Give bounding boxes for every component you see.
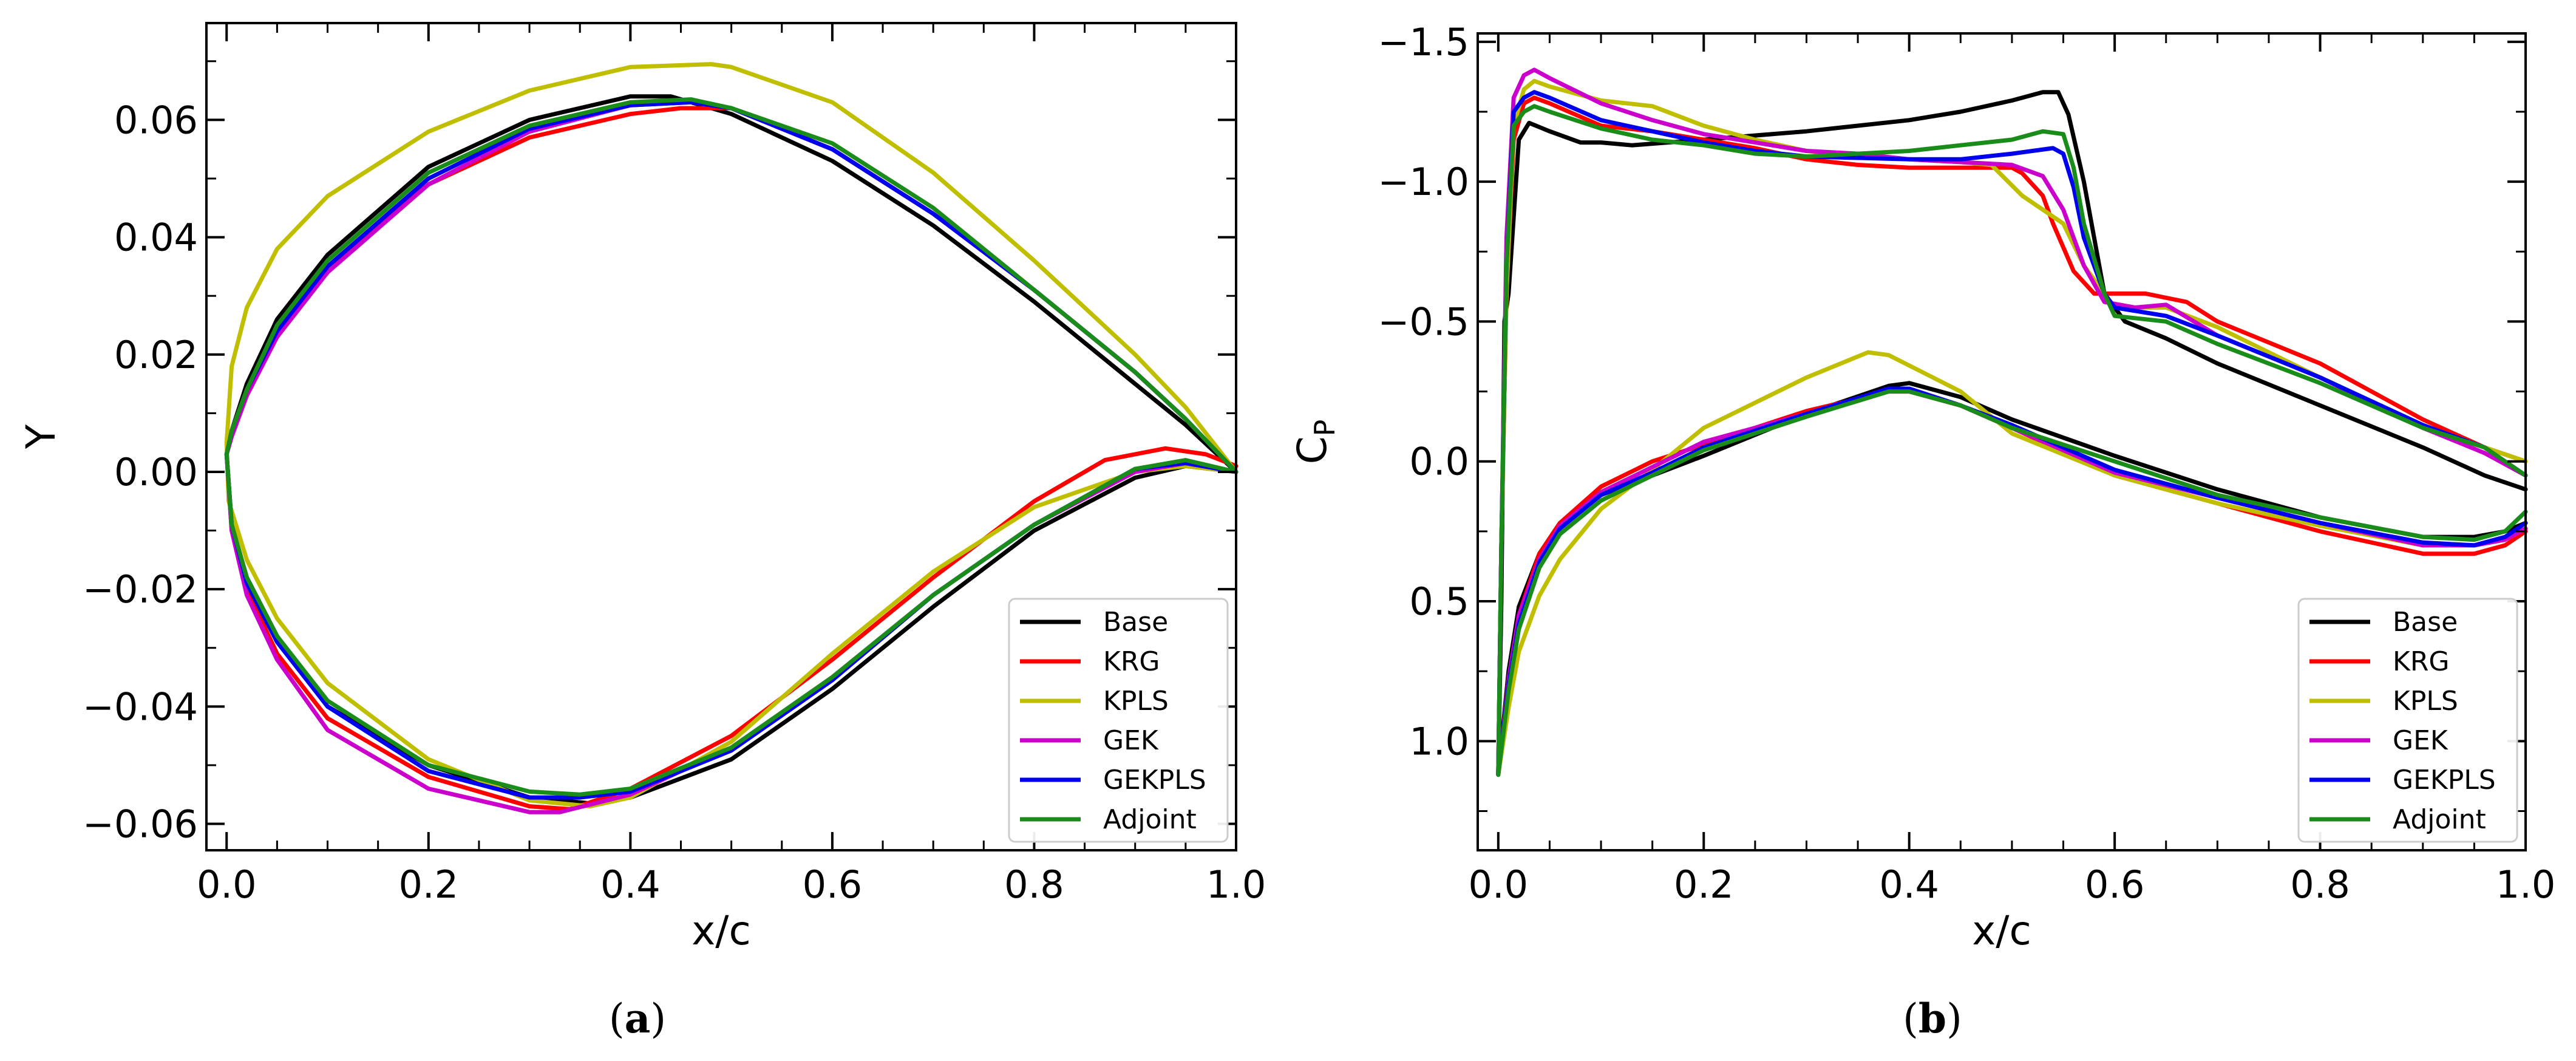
panel-b-ylabel-main: C bbox=[1289, 436, 1336, 464]
panel-a-legend-label-gekpls: GEKPLS bbox=[1103, 765, 1206, 796]
panel-b-legend-label-krg: KRG bbox=[2393, 646, 2450, 677]
panel-b-ytick-label: −0.5 bbox=[1378, 299, 1469, 344]
panel-a-ytick-label: 0.04 bbox=[114, 216, 198, 260]
panel-b-ytick-label: 1.0 bbox=[1409, 719, 1469, 763]
panel-a-caption-letter: a bbox=[625, 995, 651, 1042]
panel-a-ytick-label: 0.06 bbox=[114, 98, 198, 142]
panel-b-series-adjoint bbox=[1496, 104, 2528, 777]
panel-b-xtick-label: 1.0 bbox=[2496, 862, 2556, 907]
panel-b-legend: Base KRG KPLS GEK GEKPLS Adjoint bbox=[2297, 598, 2518, 843]
panel-a: 0.0 0.2 0.4 0.6 0.8 1.0 −0.06 −0.04 −0.02 0.00 0.0… bbox=[18, 22, 1266, 1042]
panel-a-legend-label-adjoint: Adjoint bbox=[1103, 804, 1197, 835]
panel-a-series-kpls bbox=[224, 62, 1239, 809]
panel-a-xtick-label: 0.0 bbox=[197, 862, 257, 907]
panel-a-xtick-label: 0.4 bbox=[600, 862, 661, 907]
panel-b-legend-label-gek: GEK bbox=[2393, 725, 2449, 756]
panel-a-legend-label-kpls: KPLS bbox=[1103, 686, 1169, 717]
panel-b-xlabel: x/c bbox=[1972, 907, 2031, 954]
panel-b-xtick-label: 0.6 bbox=[2085, 862, 2145, 907]
panel-b-xtick-label: 0.8 bbox=[2290, 862, 2350, 907]
panel-a-ytick-label: 0.02 bbox=[114, 333, 198, 377]
panel-b-xtick-label: 0.2 bbox=[1674, 862, 1734, 907]
panel-b-legend-label-kpls: KPLS bbox=[2393, 686, 2458, 717]
panel-b-frame bbox=[1477, 32, 2527, 851]
panel-a-ytick-label: 0.00 bbox=[114, 450, 198, 494]
panel-a-xtick-label: 0.2 bbox=[398, 862, 458, 907]
panel-b-ylabel-subscript: P bbox=[1308, 420, 1341, 437]
panel-a-ytick-label: −0.06 bbox=[83, 802, 198, 847]
panel-a-series-adjoint bbox=[224, 97, 1239, 797]
panel-a-xtick-label: 0.6 bbox=[803, 862, 863, 907]
panel-a-ticks: 0.0 0.2 0.4 0.6 0.8 1.0 −0.06 −0.04 −0.02 0.00 0.0… bbox=[83, 23, 1266, 907]
panel-b-xtick-label: 0.0 bbox=[1469, 862, 1529, 907]
panel-a-xlabel: x/c bbox=[692, 907, 751, 954]
panel-b-series bbox=[1496, 67, 2528, 777]
panel-b-caption-letter: b bbox=[1918, 995, 1946, 1042]
panel-b-ytick-label: 0.0 bbox=[1409, 440, 1469, 484]
panel-a-frame bbox=[205, 22, 1237, 851]
panel-a-ytick-label: −0.02 bbox=[83, 567, 198, 612]
panel-b-legend-label-adjoint: Adjoint bbox=[2393, 804, 2486, 835]
panel-b-ytick-label: −1.5 bbox=[1378, 20, 1469, 64]
panel-a-series bbox=[224, 62, 1239, 814]
panel-b-ticks: 0.0 0.2 0.4 0.6 0.8 1.0 −1.5 −1.0 −0.5 0.0 0.5 1.0 bbox=[1378, 20, 2555, 907]
panel-b: 0.0 0.2 0.4 0.6 0.8 1.0−1.5−1.0−0.50.00.51.0 … bbox=[1289, 20, 2555, 1042]
panel-b-ytick-label: −1.0 bbox=[1378, 160, 1469, 204]
panel-b-series-gekpls bbox=[1496, 90, 2528, 777]
panel-b-ytick-label: 0.5 bbox=[1409, 579, 1469, 624]
panel-a-ylabel: Y bbox=[18, 424, 64, 449]
panel-a-legend-label-krg: KRG bbox=[1103, 646, 1160, 677]
panel-a-legend: Base KRG KPLS GEK GEKPLS Adjoint bbox=[1008, 598, 1229, 843]
panel-b-legend-label-gekpls: GEKPLS bbox=[2393, 765, 2496, 796]
panel-b-ylabel: CP bbox=[1289, 420, 1341, 465]
panel-a-caption: (a) bbox=[609, 995, 666, 1042]
panel-b-xtick-label: 0.4 bbox=[1879, 862, 1939, 907]
panel-b-caption: (b) bbox=[1903, 995, 1962, 1042]
panel-b-legend-label-base: Base bbox=[2393, 607, 2458, 638]
panel-a-ytick-label: −0.04 bbox=[83, 684, 198, 729]
panel-a-legend-label-base: Base bbox=[1103, 607, 1168, 638]
panel-a-xtick-label: 1.0 bbox=[1206, 862, 1266, 907]
panel-a-legend-label-gek: GEK bbox=[1103, 725, 1159, 756]
panel-a-xtick-label: 0.8 bbox=[1004, 862, 1064, 907]
